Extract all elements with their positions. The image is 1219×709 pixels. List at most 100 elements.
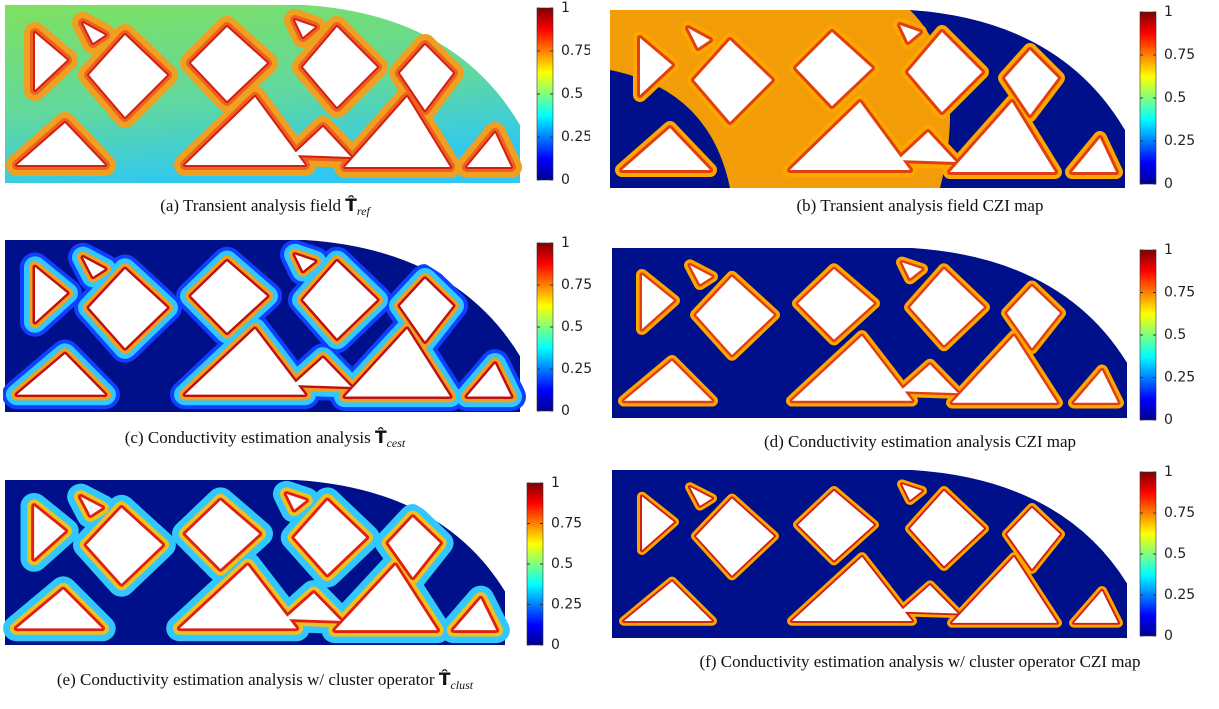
void	[293, 357, 351, 387]
void	[191, 261, 267, 333]
void	[688, 28, 710, 48]
void	[952, 556, 1057, 623]
colorbar-label: 0.5	[561, 86, 583, 102]
outside	[590, 0, 1150, 210]
void	[345, 97, 450, 167]
void	[83, 23, 105, 43]
void	[1074, 590, 1118, 623]
void	[453, 598, 497, 631]
void	[185, 500, 260, 569]
caption: (d) Conductivity estimation analysis CZI…	[640, 432, 1200, 452]
void	[624, 581, 712, 622]
void	[191, 27, 267, 101]
void	[790, 102, 910, 170]
void	[952, 335, 1057, 403]
void	[624, 360, 712, 401]
caption-label: (a)	[160, 196, 180, 215]
colorbar-label: 0.25	[1164, 370, 1195, 386]
caption: (c) Conductivity estimation analysis T̂c…	[30, 428, 500, 453]
void	[295, 254, 315, 271]
colorbar-label: 0.75	[1164, 285, 1195, 301]
void	[467, 363, 511, 397]
void	[908, 32, 982, 112]
colorbar-label: 0.25	[551, 597, 582, 613]
colorbar-label: 0.75	[551, 516, 582, 532]
colorbar-label: 0.25	[1164, 133, 1195, 149]
void	[902, 484, 922, 501]
void	[792, 335, 912, 401]
caption-text: Conductivity estimation analysis w/ clus…	[720, 652, 1141, 671]
void	[1005, 50, 1058, 115]
caption-text: Transient analysis field CZI map	[820, 196, 1044, 215]
caption-label: (f)	[699, 652, 717, 671]
void	[286, 493, 306, 510]
caption-symbol: T̂	[374, 428, 387, 448]
outside	[592, 228, 1152, 440]
caption-label: (d)	[763, 432, 784, 451]
colorbar-label: 0.5	[1164, 546, 1186, 562]
void	[293, 127, 351, 157]
caption-text: Conductivity estimation analysis CZI map	[788, 432, 1077, 451]
colorbar-label: 1	[561, 0, 570, 16]
void	[900, 25, 920, 42]
colorbar-label: 1	[551, 475, 560, 491]
panel-image	[592, 228, 1152, 440]
void	[796, 32, 872, 106]
caption: (f) Conductivity estimation analysis w/ …	[645, 652, 1195, 672]
caption-subscript: cest	[386, 436, 406, 450]
colorbar-label: 0.25	[561, 361, 592, 377]
void	[910, 269, 984, 346]
void	[694, 40, 772, 122]
colorbar-label: 0.5	[1164, 327, 1186, 343]
void	[345, 328, 450, 397]
void	[696, 276, 774, 355]
void	[295, 20, 315, 37]
colorbar-label: 0.75	[1164, 47, 1195, 63]
member-band	[176, 562, 300, 632]
caption: (e) Conductivity estimation analysis w/ …	[0, 670, 530, 695]
member-band	[900, 482, 924, 503]
colorbar-label: 0.5	[1164, 90, 1186, 106]
caption: (a) Transient analysis field T̂ref	[30, 196, 500, 221]
void	[696, 498, 774, 576]
void	[185, 328, 305, 395]
void	[35, 33, 67, 90]
colorbar-label: 0.75	[1164, 505, 1195, 521]
panel-image	[0, 461, 530, 666]
colorbar-label: 0.5	[551, 556, 573, 572]
colorbar-label: 0	[551, 637, 560, 653]
panel-image	[0, 220, 545, 434]
void	[622, 128, 710, 170]
void	[642, 274, 674, 330]
void	[185, 97, 305, 165]
void	[900, 364, 958, 394]
void	[792, 556, 912, 622]
caption-subscript: ref	[356, 204, 370, 218]
colorbar-label: 1	[1164, 464, 1173, 480]
caption-label: (c)	[124, 428, 144, 447]
void	[17, 123, 105, 165]
void	[400, 45, 453, 110]
colorbar-label: 0.5	[561, 319, 583, 335]
void	[80, 496, 103, 516]
void	[1007, 286, 1060, 349]
void	[179, 565, 297, 629]
outside	[0, 461, 530, 666]
void	[900, 585, 958, 614]
void	[335, 565, 438, 631]
caption-label: (e)	[56, 670, 76, 689]
void	[89, 268, 167, 349]
caption-text: Conductivity estimation analysis	[147, 428, 371, 447]
void	[17, 354, 105, 395]
void	[400, 278, 453, 342]
caption-symbol: T̂	[345, 196, 357, 216]
caption-label: (b)	[796, 196, 817, 215]
void	[303, 27, 377, 107]
colorbar-label: 1	[1164, 4, 1173, 20]
caption-symbol: T̂	[438, 670, 451, 690]
void	[467, 133, 511, 167]
caption-text: Transient analysis field	[183, 196, 342, 215]
void	[16, 589, 103, 629]
panel-image	[590, 0, 1150, 210]
